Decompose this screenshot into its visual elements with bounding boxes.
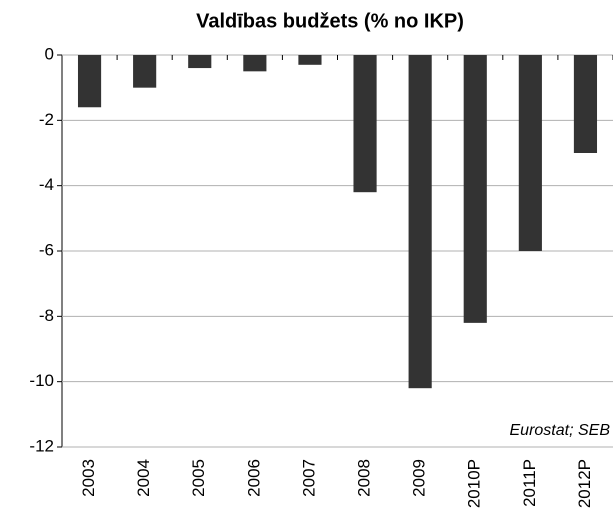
bar: [353, 55, 377, 193]
y-tick-label: -12: [29, 436, 54, 455]
x-tick-label: 2004: [134, 459, 153, 497]
bar: [188, 55, 212, 69]
y-tick-label: -8: [39, 306, 54, 325]
bar: [518, 55, 542, 251]
x-tick-label: 2011P: [520, 459, 539, 507]
y-tick-label: 0: [45, 44, 54, 63]
y-tick-label: -10: [29, 371, 54, 390]
x-tick-label: 2005: [189, 459, 208, 497]
bar: [298, 55, 322, 65]
y-tick-label: -4: [39, 175, 54, 194]
x-tick-label: 2009: [410, 459, 429, 497]
x-tick-label: 2008: [355, 459, 374, 497]
y-tick-label: -6: [39, 240, 54, 259]
x-tick-label: 2010P: [465, 459, 484, 508]
bar: [463, 55, 487, 323]
x-tick-label: 2003: [79, 459, 98, 497]
x-tick-label: 2012P: [575, 459, 594, 508]
x-tick-label: 2006: [244, 459, 263, 497]
bar: [77, 55, 102, 108]
chart-title: Valdības budžets (% no IKP): [196, 10, 464, 32]
y-tick-label: -2: [39, 110, 54, 129]
bar: [408, 55, 432, 389]
annotation: Eurostat; SEB: [510, 422, 611, 439]
bar: [243, 55, 267, 72]
bar: [573, 55, 598, 153]
bar: [133, 55, 157, 88]
x-tick-label: 2007: [299, 459, 318, 497]
